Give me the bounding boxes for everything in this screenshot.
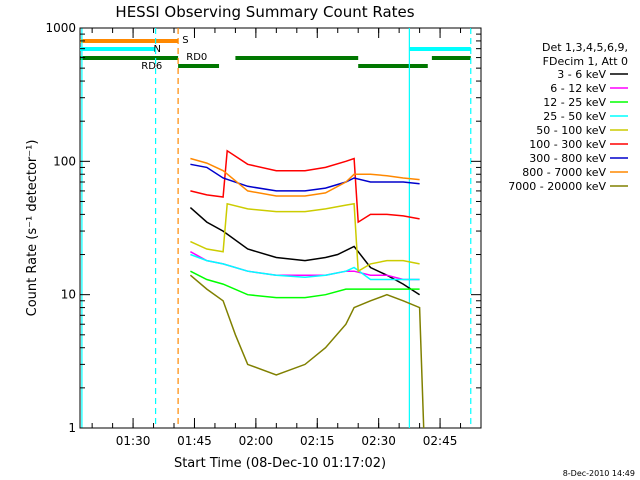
legend: Det 1,3,4,5,6,9,FDecim 1, Att 03 - 6 keV…: [508, 41, 628, 193]
legend-label: 25 - 50 keV: [543, 110, 606, 123]
series-line: [189, 207, 421, 296]
y-tick-label: 10: [61, 288, 76, 302]
status-bar-label: RD6: [141, 61, 162, 72]
legend-label: 300 - 800 keV: [529, 152, 606, 165]
series-lines: [189, 149, 425, 429]
y-tick-label: 1000: [45, 21, 76, 35]
x-tick-label: 02:00: [239, 434, 274, 448]
legend-label: 12 - 25 keV: [543, 96, 606, 109]
axis-ticks: 1 10 100 1000 01:30 01:45 02:00 02:15 02:30 02:45: [45, 21, 482, 448]
x-tick-label: 02:45: [423, 434, 458, 448]
legend-header: FDecim 1, Att 0: [543, 55, 628, 68]
legend-label: 100 - 300 keV: [529, 138, 606, 151]
series-line: [190, 163, 420, 192]
status-bars: S N RD0 RD6: [80, 35, 471, 72]
legend-label: 50 - 100 keV: [536, 124, 606, 137]
x-tick-label: 01:45: [177, 434, 212, 448]
series-line: [190, 253, 420, 281]
chart-title: HESSI Observing Summary Count Rates: [115, 3, 414, 21]
series-line: [189, 274, 425, 429]
x-tick-label: 02:15: [300, 434, 335, 448]
timestamp: 8-Dec-2010 14:49: [563, 469, 635, 478]
status-bar-label: S: [182, 35, 188, 46]
series-line: [190, 157, 420, 197]
y-axis-label: Count Rate (s⁻¹ detector⁻¹): [25, 140, 40, 317]
legend-label: 3 - 6 keV: [557, 68, 606, 81]
x-axis-label: Start Time (08-Dec-10 01:17:02): [174, 456, 386, 471]
x-tick-label: 01:30: [116, 434, 151, 448]
series-line: [190, 251, 420, 281]
status-bar-label: N: [154, 44, 161, 55]
legend-header: Det 1,3,4,5,6,9,: [542, 41, 628, 54]
status-bar-label: RD0: [186, 52, 207, 63]
legend-label: 6 - 12 keV: [550, 82, 606, 95]
legend-label: 7000 - 20000 keV: [508, 180, 606, 193]
mode-change-lines: [81, 28, 472, 428]
y-tick-label: 1: [68, 421, 76, 435]
legend-label: 800 - 7000 keV: [522, 166, 606, 179]
series-line: [190, 202, 420, 273]
series-line: [190, 149, 420, 224]
x-tick-label: 02:30: [361, 434, 396, 448]
plot-frame: [79, 27, 482, 429]
series-line: [190, 270, 420, 299]
y-tick-label: 100: [53, 154, 76, 168]
